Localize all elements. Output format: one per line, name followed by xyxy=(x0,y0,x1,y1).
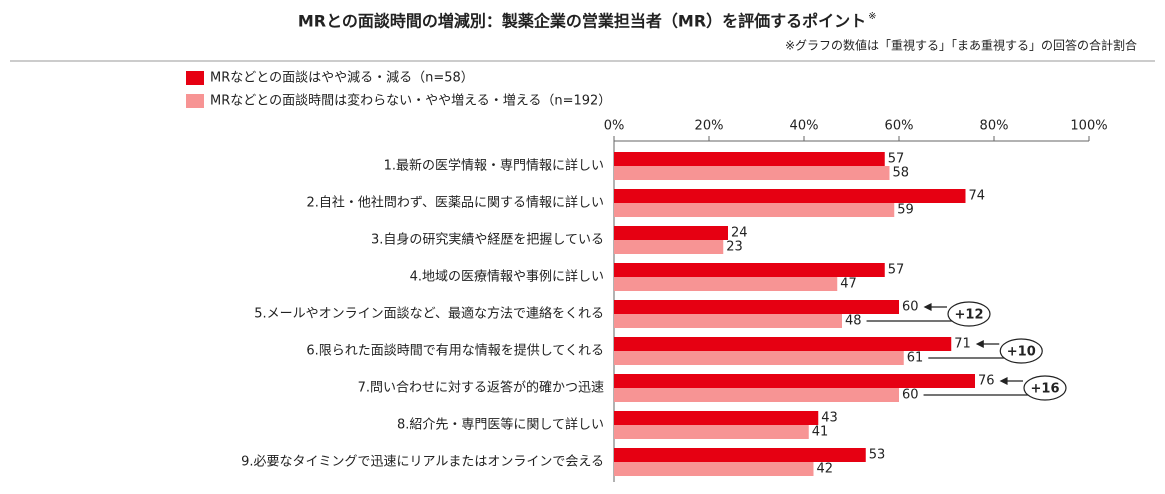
category-label: 5.メールやオンライン面談など、最適な方法で連絡をくれる xyxy=(254,306,604,322)
bar xyxy=(614,226,728,240)
arrow-head xyxy=(923,303,932,311)
category-label: 4.地域の医療情報や事例に詳しい xyxy=(410,269,604,285)
legend-label: MRなどとの面談はやや減る・減る（n=58） xyxy=(210,70,474,86)
diff-label: +10 xyxy=(1007,345,1036,360)
bar xyxy=(614,374,975,388)
value-label: 60 xyxy=(902,388,919,403)
category-label: 1.最新の医学情報・専門情報に詳しい xyxy=(384,158,604,174)
value-label: 57 xyxy=(888,152,905,167)
bar xyxy=(614,277,838,291)
value-label: 47 xyxy=(840,277,857,292)
diff-label: +12 xyxy=(955,308,984,323)
bar xyxy=(614,240,724,254)
x-tick-label: 0% xyxy=(604,119,625,134)
bar xyxy=(614,189,966,203)
bar xyxy=(614,203,895,217)
category-label: 8.紹介先・専門医等に関して詳しい xyxy=(397,417,604,433)
value-label: 60 xyxy=(902,300,919,315)
legend-swatch xyxy=(186,71,204,85)
legend-label: MRなどとの面談時間は変わらない・やや増える・増える（n=192） xyxy=(210,93,611,109)
value-label: 61 xyxy=(907,351,924,366)
title-mark: ※ xyxy=(868,11,876,22)
chart-title: MRとの面談時間の増減別：製薬企業の営業担当者（MR）を評価するポイント xyxy=(298,12,866,31)
bar xyxy=(614,300,899,314)
bar xyxy=(614,411,819,425)
arrow-head xyxy=(975,340,984,348)
diff-ellipse xyxy=(1023,375,1067,401)
note: ※グラフの数値は「重視する」「まあ重視する」の回答の合計割合 xyxy=(785,38,1137,53)
x-tick-label: 80% xyxy=(980,119,1009,134)
value-label: 58 xyxy=(893,166,910,181)
bar xyxy=(614,314,842,328)
arrow-head xyxy=(999,377,1008,385)
value-label: 57 xyxy=(888,263,905,278)
x-tick-label: 20% xyxy=(695,119,724,134)
diff-ellipse xyxy=(999,338,1043,364)
category-label: 7.問い合わせに対する返答が的確かつ迅速 xyxy=(358,380,604,396)
bar xyxy=(614,425,809,439)
value-label: 23 xyxy=(726,240,743,255)
bar xyxy=(614,263,885,277)
diff-label: +16 xyxy=(1031,382,1060,397)
x-tick-label: 100% xyxy=(1070,119,1107,134)
value-label: 59 xyxy=(897,203,914,218)
bar xyxy=(614,152,885,166)
value-label: 43 xyxy=(821,411,838,426)
category-label: 6.限られた面談時間で有用な情報を提供してくれる xyxy=(306,343,604,359)
value-label: 74 xyxy=(969,189,986,204)
category-label: 2.自社・他社問わず、医薬品に関する情報に詳しい xyxy=(307,195,605,211)
bar xyxy=(614,166,890,180)
value-label: 48 xyxy=(845,314,862,329)
bar xyxy=(614,351,904,365)
bar xyxy=(614,462,814,476)
value-label: 71 xyxy=(954,337,971,352)
bar xyxy=(614,388,899,402)
x-tick-label: 40% xyxy=(790,119,819,134)
category-label: 9.必要なタイミングで迅速にリアルまたはオンラインで会える xyxy=(241,455,604,470)
diff-ellipse xyxy=(947,301,991,327)
value-label: 24 xyxy=(731,226,748,241)
bar xyxy=(614,448,866,462)
bar xyxy=(614,337,952,351)
x-tick-label: 60% xyxy=(885,119,914,134)
legend-swatch xyxy=(186,94,204,108)
value-label: 53 xyxy=(869,448,886,463)
value-label: 42 xyxy=(817,462,834,477)
category-label: 3.自身の研究実績や経歴を把握している xyxy=(371,232,604,248)
value-label: 41 xyxy=(812,425,829,440)
value-label: 76 xyxy=(978,374,995,389)
